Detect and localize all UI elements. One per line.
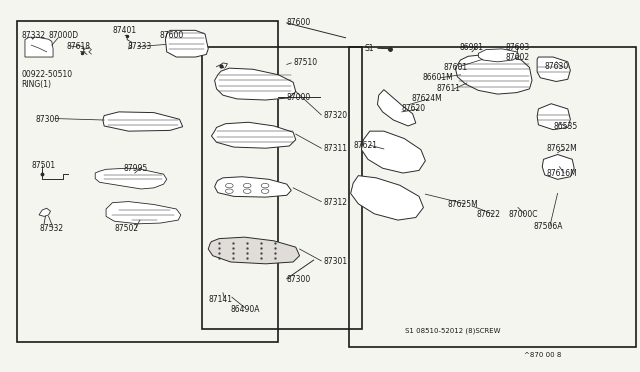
Bar	[17, 21, 278, 341]
Polygon shape	[166, 31, 208, 57]
Text: 87333: 87333	[127, 42, 152, 51]
Text: 87601: 87601	[444, 63, 467, 72]
Text: ^870 00 8: ^870 00 8	[524, 352, 562, 357]
Text: 87532: 87532	[39, 224, 63, 233]
Polygon shape	[537, 57, 570, 81]
Polygon shape	[456, 54, 532, 94]
Text: 87602: 87602	[505, 52, 529, 61]
Text: 87995: 87995	[124, 164, 148, 173]
Text: 87630: 87630	[545, 62, 569, 71]
Polygon shape	[39, 208, 51, 217]
Circle shape	[243, 183, 251, 188]
Circle shape	[243, 189, 251, 193]
Text: 87624M: 87624M	[412, 94, 442, 103]
Polygon shape	[103, 112, 182, 131]
Polygon shape	[211, 122, 296, 148]
Text: 87625M: 87625M	[448, 200, 479, 209]
Polygon shape	[95, 168, 167, 189]
Text: 00922-50510: 00922-50510	[21, 70, 72, 79]
Text: 87506A: 87506A	[534, 222, 563, 231]
Text: S1 08510-52012 (8)SCREW: S1 08510-52012 (8)SCREW	[405, 327, 500, 334]
Text: 86490A: 86490A	[230, 305, 260, 314]
Text: S1: S1	[365, 44, 374, 52]
Polygon shape	[214, 177, 291, 197]
Circle shape	[225, 183, 233, 188]
Bar	[202, 47, 362, 329]
Polygon shape	[214, 68, 296, 100]
Polygon shape	[351, 176, 424, 220]
Text: 87311: 87311	[323, 144, 347, 153]
Circle shape	[261, 183, 269, 188]
Text: 86535: 86535	[553, 122, 577, 131]
Text: 87501: 87501	[31, 161, 56, 170]
Text: 87301: 87301	[323, 257, 348, 266]
Text: 87141: 87141	[208, 295, 232, 304]
Text: 87600: 87600	[159, 31, 183, 41]
Text: 87603: 87603	[505, 42, 529, 51]
Polygon shape	[378, 90, 416, 126]
Polygon shape	[25, 37, 53, 57]
Text: 86601M: 86601M	[422, 73, 453, 82]
Text: 86981: 86981	[460, 42, 483, 51]
Polygon shape	[208, 237, 300, 264]
Polygon shape	[542, 154, 574, 179]
Text: 87600: 87600	[287, 19, 311, 28]
Text: 87312: 87312	[323, 198, 347, 207]
Text: 87300: 87300	[287, 275, 311, 284]
Text: 87300: 87300	[36, 115, 60, 124]
Text: 87652M: 87652M	[547, 144, 577, 153]
Text: 87502: 87502	[115, 224, 138, 233]
Text: 87401: 87401	[113, 26, 136, 35]
Polygon shape	[362, 131, 426, 173]
Text: 87622: 87622	[476, 211, 500, 219]
Polygon shape	[478, 49, 519, 62]
Polygon shape	[537, 104, 570, 130]
Text: 87510: 87510	[293, 58, 317, 67]
Text: 87000D: 87000D	[49, 31, 79, 41]
Text: 87611: 87611	[436, 84, 460, 93]
Text: RING(1): RING(1)	[21, 80, 51, 89]
Text: 87332: 87332	[21, 31, 45, 41]
Polygon shape	[106, 202, 180, 224]
Text: 87618: 87618	[67, 42, 90, 51]
Text: 87620: 87620	[401, 105, 425, 113]
Bar	[349, 47, 636, 347]
Circle shape	[261, 189, 269, 193]
Text: 87000: 87000	[287, 93, 311, 102]
Text: 87621: 87621	[353, 141, 377, 150]
Text: 87000C: 87000C	[508, 211, 538, 219]
Circle shape	[225, 189, 233, 193]
Text: 87320: 87320	[323, 111, 348, 120]
Text: 87616M: 87616M	[547, 169, 577, 177]
